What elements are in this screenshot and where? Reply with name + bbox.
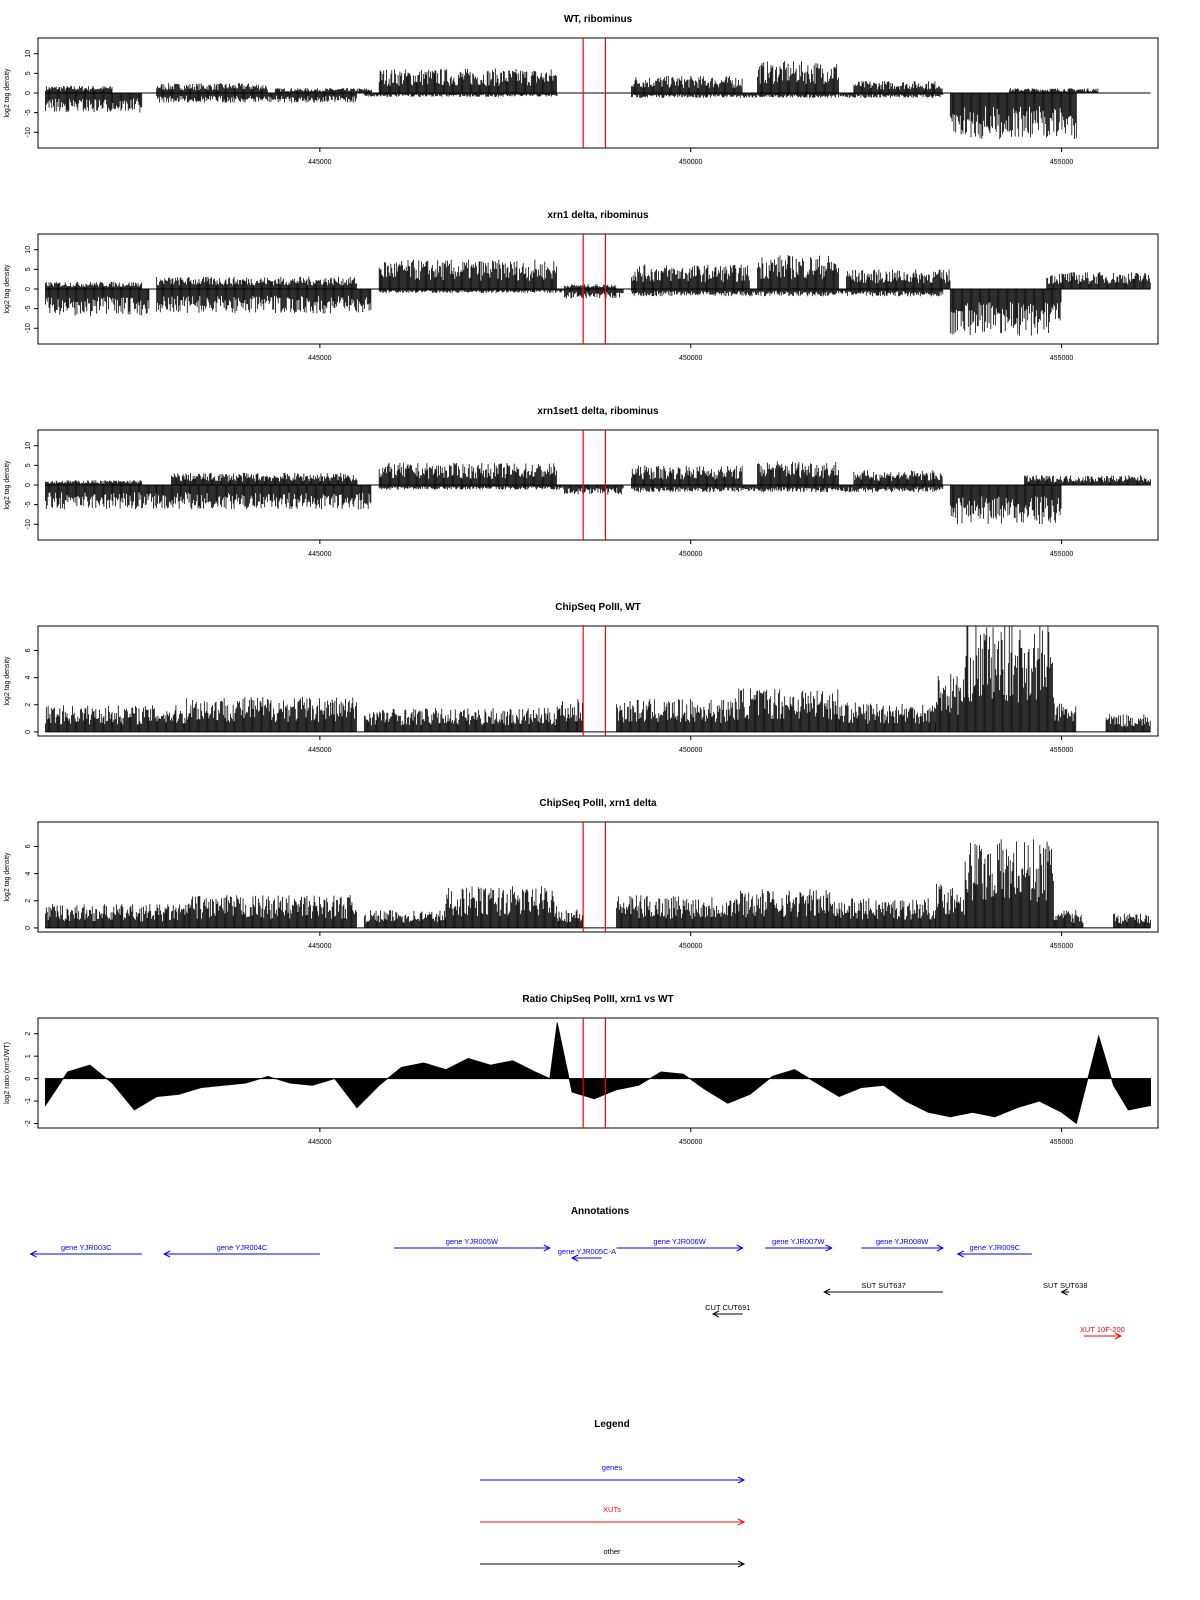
plus-strand-segment	[45, 480, 143, 485]
y-tick-label: 0	[25, 91, 32, 95]
plus-strand-segment	[1046, 272, 1151, 289]
minus-strand-segment	[156, 289, 372, 314]
y-tick-label: 5	[25, 267, 32, 271]
y-tick-label: -5	[25, 501, 32, 507]
minus-strand-segment	[630, 93, 944, 98]
plus-strand-segment	[853, 80, 943, 93]
plus-strand-segment	[630, 264, 750, 289]
plus-strand-segment	[378, 259, 557, 289]
y-tick-label: 10	[25, 442, 32, 450]
y-axis-label: log2 tag density	[4, 460, 11, 510]
minus-strand-segment	[949, 289, 1062, 336]
y-tick-label: 10	[25, 50, 32, 58]
plus-strand-segment	[757, 255, 839, 289]
y-tick-label: 10	[25, 246, 32, 254]
y-tick-label: -10	[25, 519, 32, 529]
y-tick-label: 5	[25, 463, 32, 467]
x-tick-label: 450000	[679, 551, 702, 558]
minus-strand-segment	[156, 93, 357, 103]
plus-strand-segment	[630, 75, 743, 93]
chart-panel-3: xrn1set1 delta, ribominus log2 tag densit…	[4, 406, 1159, 558]
panel-title: WT, ribominus	[564, 14, 633, 25]
x-tick-label: 450000	[679, 159, 702, 166]
minus-strand-segment	[363, 93, 558, 97]
panel-title: xrn1 delta, ribominus	[547, 210, 649, 221]
y-tick-label: 0	[25, 483, 32, 487]
minus-strand-segment	[564, 289, 624, 299]
plus-strand-segment	[846, 269, 951, 289]
plus-strand-segment	[1009, 88, 1099, 93]
y-axis-label: log2 tag density	[4, 264, 11, 314]
signal-series	[45, 461, 1151, 525]
plus-strand-segment	[378, 462, 557, 485]
x-tick-label: 455000	[1050, 159, 1073, 166]
minus-strand-segment	[949, 93, 1077, 140]
plus-strand-segment	[630, 465, 743, 485]
y-tick-label: 0	[25, 287, 32, 291]
plus-strand-segment	[564, 284, 617, 289]
x-tick-label: 445000	[308, 355, 331, 362]
x-tick-label: 455000	[1050, 355, 1073, 362]
y-tick-label: 5	[25, 71, 32, 75]
y-tick-label: -10	[25, 127, 32, 137]
plus-strand-segment	[156, 83, 268, 93]
chart-panel-1: WT, ribominus log2 tag density -10 -5 0 5 10 44…	[4, 14, 1159, 166]
plus-strand-segment	[378, 68, 557, 93]
y-tick-label: -5	[25, 305, 32, 311]
chart-panel-2: xrn1 delta, ribominus log2 tag density -10…	[4, 210, 1159, 362]
x-tick-label: 445000	[308, 159, 331, 166]
minus-strand-segment	[45, 93, 143, 113]
plus-strand-segment	[45, 281, 143, 289]
minus-strand-segment	[45, 289, 150, 316]
plus-strand-segment	[757, 61, 839, 93]
x-tick-label: 455000	[1050, 551, 1073, 558]
minus-strand-segment	[378, 289, 565, 293]
minus-strand-segment	[630, 289, 944, 297]
x-tick-label: 445000	[308, 551, 331, 558]
plus-strand-segment	[757, 461, 839, 485]
y-tick-label: -5	[25, 109, 32, 115]
plus-strand-segment	[274, 88, 373, 93]
y-axis-label: log2 tag density	[4, 68, 11, 118]
y-tick-label: -10	[25, 323, 32, 333]
signal-series	[45, 61, 1151, 140]
plus-strand-segment	[45, 85, 113, 93]
x-tick-label: 450000	[679, 355, 702, 362]
plus-strand-segment	[156, 276, 357, 289]
plus-strand-segment	[853, 470, 943, 485]
signal-series	[45, 255, 1151, 336]
panel-title: xrn1set1 delta, ribominus	[537, 406, 659, 417]
plus-strand-segment	[171, 472, 358, 485]
